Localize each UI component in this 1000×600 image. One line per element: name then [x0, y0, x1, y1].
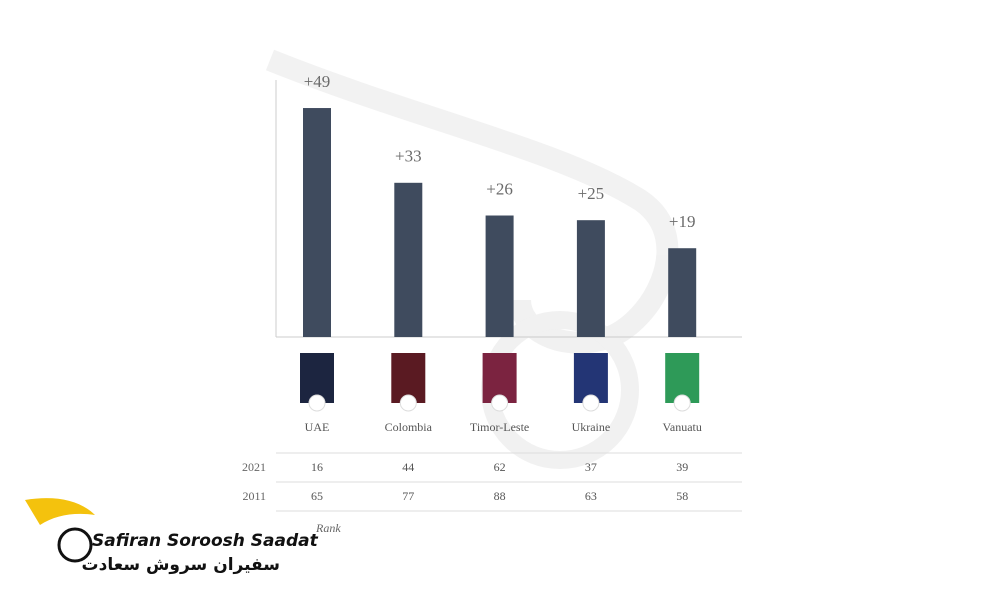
flag: [308, 394, 326, 412]
table-cell: 44: [402, 460, 414, 474]
value-label: +49: [304, 72, 331, 91]
x-tick-label: Vanuatu: [663, 420, 702, 434]
table-cell: 16: [311, 460, 323, 474]
bar: [394, 182, 423, 337]
row-year: 2021: [242, 460, 266, 474]
value-label: +33: [395, 147, 422, 166]
x-tick-label: Ukraine: [572, 420, 611, 434]
bar: [576, 220, 605, 337]
bar: [668, 248, 697, 337]
bar: [485, 215, 514, 337]
table-cell: 63: [585, 489, 597, 503]
table-cell: 88: [494, 489, 506, 503]
flag: [673, 394, 691, 412]
table-cell: 37: [585, 460, 597, 474]
value-label: +25: [578, 184, 605, 203]
table-cell: 77: [402, 489, 414, 503]
table-cell: 62: [494, 460, 506, 474]
flag: [582, 394, 600, 412]
table-cell: 39: [676, 460, 688, 474]
row-year: 2011: [242, 489, 266, 503]
x-tick-label: UAE: [305, 420, 330, 434]
bar: [303, 108, 331, 337]
logo-text-fa: سفیران سروش سعادت: [82, 555, 280, 575]
x-tick-label: Colombia: [385, 420, 433, 434]
table-label: Rank: [315, 521, 341, 535]
x-tick-label: Timor-Leste: [470, 420, 529, 434]
flag: [491, 394, 509, 412]
logo-wing: [25, 498, 95, 525]
value-label: +26: [486, 179, 513, 198]
logo: Safiran Soroosh Saadat سفیران سروش سعادت: [25, 498, 319, 575]
flag: [399, 394, 417, 412]
table-cell: 65: [311, 489, 323, 503]
value-label: +19: [669, 212, 696, 231]
table-cell: 58: [676, 489, 688, 503]
logo-text: Safiran Soroosh Saadat: [92, 531, 319, 551]
logo-ring: [57, 527, 93, 563]
